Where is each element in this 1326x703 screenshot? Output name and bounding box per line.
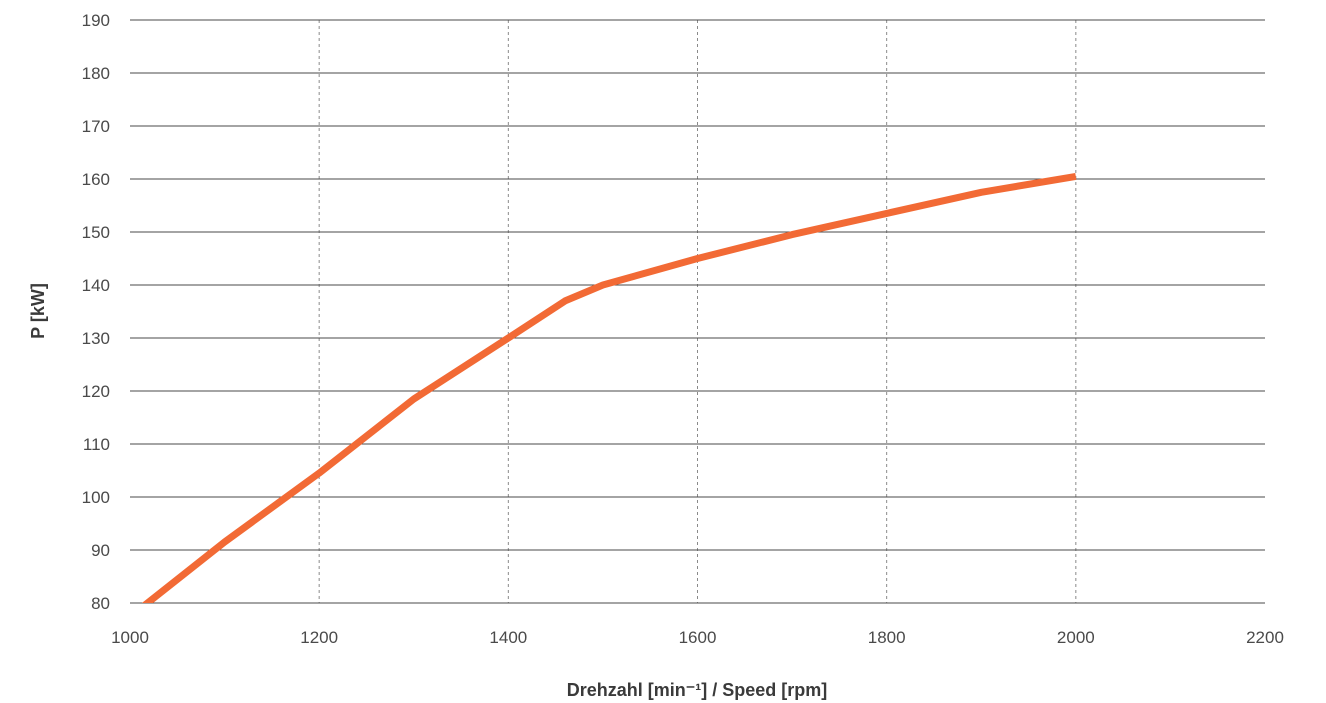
x-tick-label: 1400 — [489, 628, 527, 647]
x-axis-title: Drehzahl [min⁻¹] / Speed [rpm] — [567, 680, 828, 700]
series-group — [142, 172, 1077, 603]
y-tick-label: 80 — [91, 594, 110, 613]
y-tick-label: 140 — [82, 276, 110, 295]
y-axis-title: P [kW] — [28, 283, 48, 339]
x-tick-label: 1600 — [679, 628, 717, 647]
horizontal-gridlines — [130, 19, 1265, 604]
y-tick-label: 100 — [82, 488, 110, 507]
x-tick-label: 2000 — [1057, 628, 1095, 647]
x-tick-label: 2200 — [1246, 628, 1284, 647]
x-tick-label: 1000 — [111, 628, 149, 647]
y-axis-ticks: 80 90 100 110 120 130 140 150 160 170 180 190 — [82, 11, 110, 613]
y-tick-label: 150 — [82, 223, 110, 242]
x-tick-label: 1200 — [300, 628, 338, 647]
y-tick-label: 110 — [83, 435, 110, 454]
x-tick-label: 1800 — [868, 628, 906, 647]
power-series-line — [142, 172, 1077, 603]
vertical-gridlines — [318, 20, 1077, 603]
y-tick-label: 180 — [82, 64, 110, 83]
y-tick-label: 170 — [82, 117, 110, 136]
y-tick-label: 130 — [82, 329, 110, 348]
y-tick-label: 120 — [82, 382, 110, 401]
x-axis-ticks: 1000 1200 1400 1600 1800 2000 2200 — [111, 628, 1284, 647]
y-tick-label: 190 — [82, 11, 110, 30]
y-tick-label: 160 — [82, 170, 110, 189]
y-tick-label: 90 — [91, 541, 110, 560]
